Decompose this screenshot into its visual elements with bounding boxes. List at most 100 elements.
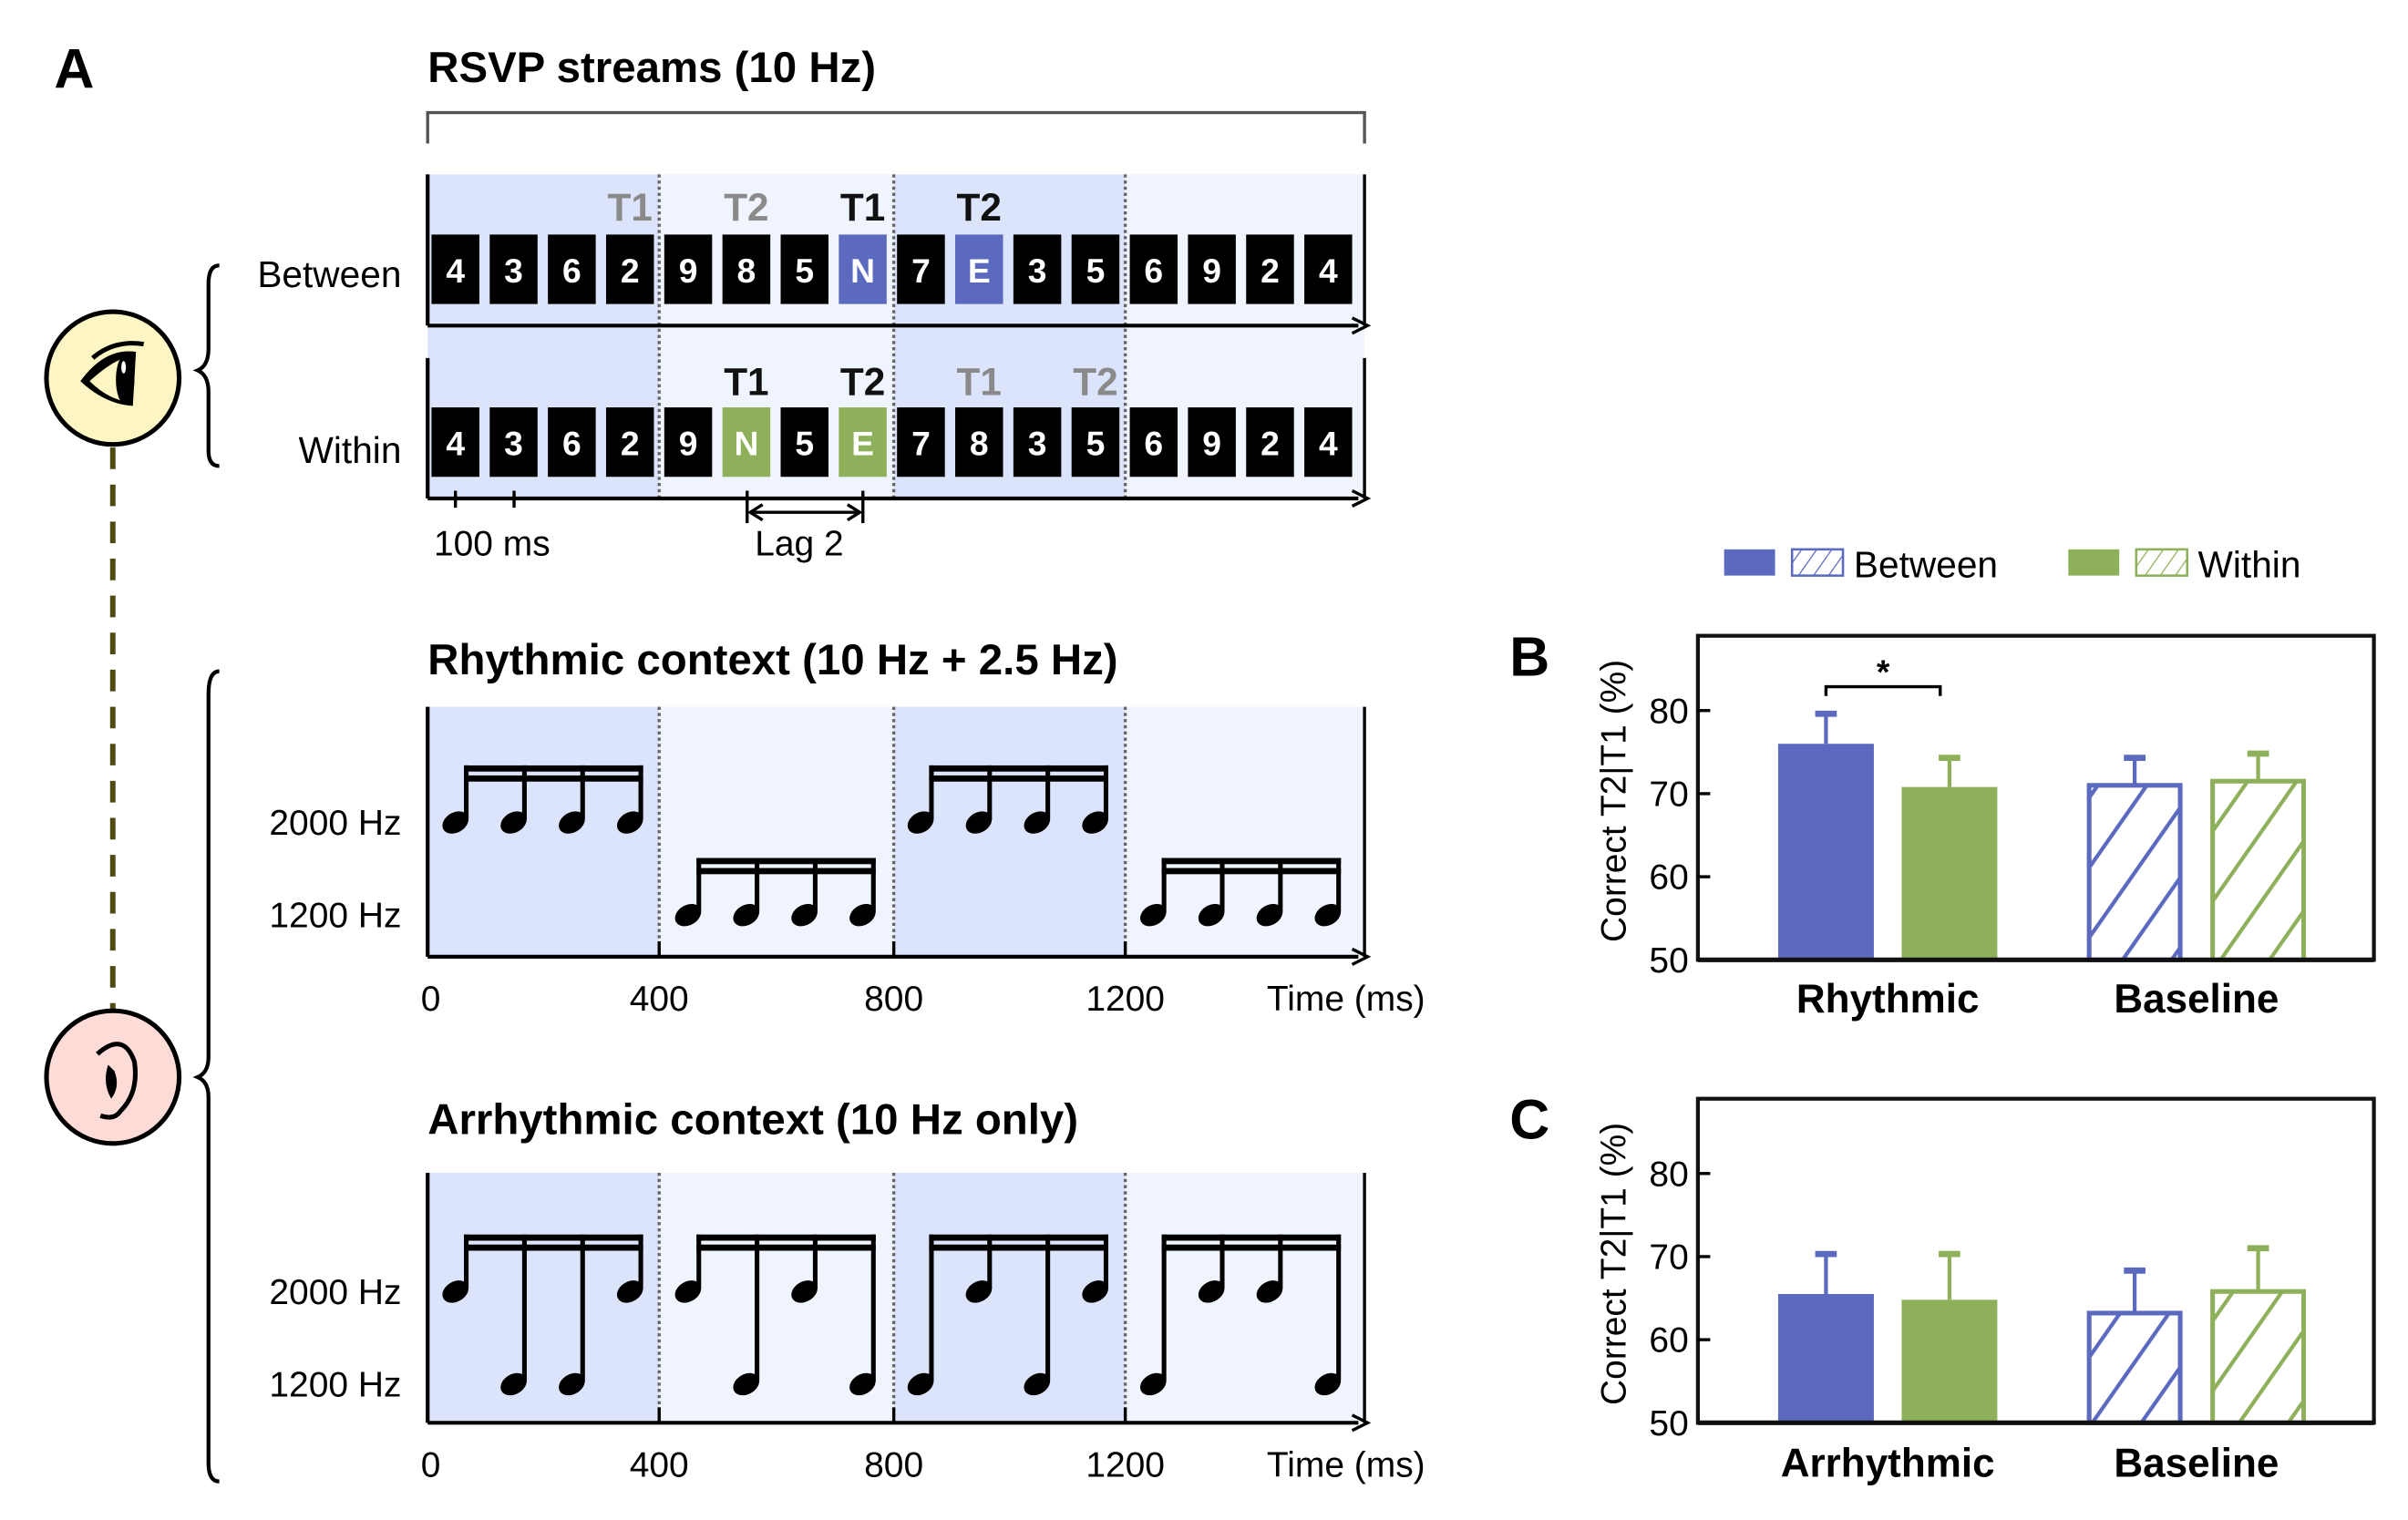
note-high: [1024, 811, 1051, 834]
audition-brace: [192, 669, 220, 1484]
stream-item: [1071, 407, 1120, 478]
tick-label: 800: [864, 980, 923, 1019]
note-high: [965, 1280, 993, 1303]
stream-item: [1188, 407, 1236, 478]
stream-item: [605, 234, 654, 304]
legend-swatch-solid-between: [1724, 549, 1775, 576]
note-beam: [464, 775, 643, 782]
note-high: [500, 811, 527, 834]
note-low: [733, 1372, 760, 1396]
stream-item-char: 9: [679, 252, 698, 290]
stream-item-char: 6: [562, 252, 581, 290]
chart-b: B 50 60 70 80 Correct T2|T1 (%) Rhythmic Baseli…: [1509, 626, 2376, 1022]
stream-item-char: 7: [911, 252, 931, 290]
ear-icon: [44, 1008, 182, 1146]
time-arrow-icon: [1351, 1413, 1372, 1433]
stream-item-char: 3: [1028, 252, 1047, 290]
note-beam: [929, 765, 1109, 772]
axis-label: Time (ms): [1267, 1446, 1425, 1485]
stream-item-char: 4: [446, 252, 465, 290]
bar-within-baseline: [2210, 778, 2307, 962]
target-item: [839, 407, 887, 478]
target-item: [722, 407, 771, 478]
stream-item: [548, 407, 596, 478]
time-arrow-icon: [1351, 947, 1372, 966]
time-arrow-icon: [1351, 316, 1372, 335]
stream-item-char: 8: [970, 425, 989, 463]
lag-label: Lag 2: [755, 525, 843, 564]
y-tick-label: 70: [1649, 1238, 1688, 1277]
bar-between-baseline: [2086, 783, 2183, 962]
target-label: T1: [608, 186, 653, 229]
stream-item-char: 8: [737, 252, 756, 290]
stream-item: [1188, 234, 1236, 304]
target-label: T2: [957, 186, 1002, 229]
note-high: [965, 811, 993, 834]
note-low: [907, 1372, 934, 1396]
note-high: [442, 811, 469, 834]
note-low: [559, 1372, 585, 1396]
note-low: [849, 903, 876, 927]
bar-charts: B 50 60 70 80 Correct T2|T1 (%) Rhythmic Baseli…: [1509, 626, 2376, 1486]
stream-item-char: 9: [1202, 425, 1221, 463]
stream-label: Between: [257, 253, 401, 295]
stream-item-char: 3: [1028, 425, 1047, 463]
vision-brace: [192, 263, 220, 468]
pitch-label-low: 1200 Hz: [269, 1366, 401, 1405]
stream-item-char: 7: [911, 425, 931, 463]
note-group: [442, 1234, 643, 1396]
note-low: [733, 903, 760, 927]
note-high: [616, 1280, 643, 1303]
y-tick-label: 50: [1649, 941, 1688, 981]
note-low: [1139, 903, 1167, 927]
pitch-label-low: 1200 Hz: [269, 897, 401, 936]
bar-between-arrhythmic: [1777, 1293, 1874, 1423]
note-beam: [696, 1244, 876, 1251]
stream-item-char: 6: [1144, 425, 1163, 463]
stream-item-char: N: [850, 252, 875, 290]
context-title: Arrhythmic context (10 Hz only): [427, 1096, 1078, 1145]
lag-arrowheads-icon: [746, 503, 863, 522]
category-label: Baseline: [2114, 1442, 2279, 1486]
stream-item-char: 9: [679, 425, 698, 463]
stream-item: [431, 407, 479, 478]
note-low: [1314, 1372, 1342, 1396]
context-title: Rhythmic context (10 Hz + 2.5 Hz): [427, 636, 1117, 684]
y-tick-label: 70: [1649, 775, 1688, 814]
stream-item-char: N: [734, 425, 758, 463]
axis-label: Time (ms): [1267, 980, 1425, 1019]
stream-item: [1013, 234, 1062, 304]
note-low: [1314, 903, 1342, 927]
note-high: [674, 1280, 702, 1303]
tick-label: 1200: [1086, 1446, 1165, 1485]
note-low: [1198, 903, 1225, 927]
stream-item-char: 4: [1319, 252, 1338, 290]
legend-label: Within: [2198, 543, 2301, 585]
stream-item: [664, 234, 713, 304]
stream-item: [955, 407, 1003, 478]
category-label: Rhythmic: [1796, 977, 1980, 1022]
note-beam: [464, 765, 643, 772]
note-beam: [929, 775, 1109, 782]
y-tick-label: 60: [1649, 858, 1688, 898]
stream-item: [489, 407, 538, 478]
stream-item: [1304, 234, 1353, 304]
y-tick-label: 60: [1649, 1321, 1688, 1361]
tick-label: 1200: [1086, 980, 1165, 1019]
rsvp-bracket: [426, 110, 1366, 144]
stream-item: [897, 234, 945, 304]
stream-item: [1013, 407, 1062, 478]
note-low: [1139, 1372, 1167, 1396]
target-label: T1: [724, 361, 768, 404]
note-high: [1198, 1280, 1225, 1303]
note-low: [1024, 1372, 1051, 1396]
scale-label: 100 ms: [434, 525, 551, 564]
stream-item-char: 3: [504, 425, 523, 463]
auditory-contexts: Rhythmic context (10 Hz + 2.5 Hz) 2000 Hz…: [269, 636, 1425, 1485]
note-high: [442, 1280, 469, 1303]
note-group: [1139, 858, 1342, 927]
stream-item-char: 6: [1144, 252, 1163, 290]
note-low: [674, 903, 702, 927]
legend-swatch-hatched-between: [1790, 548, 1845, 577]
